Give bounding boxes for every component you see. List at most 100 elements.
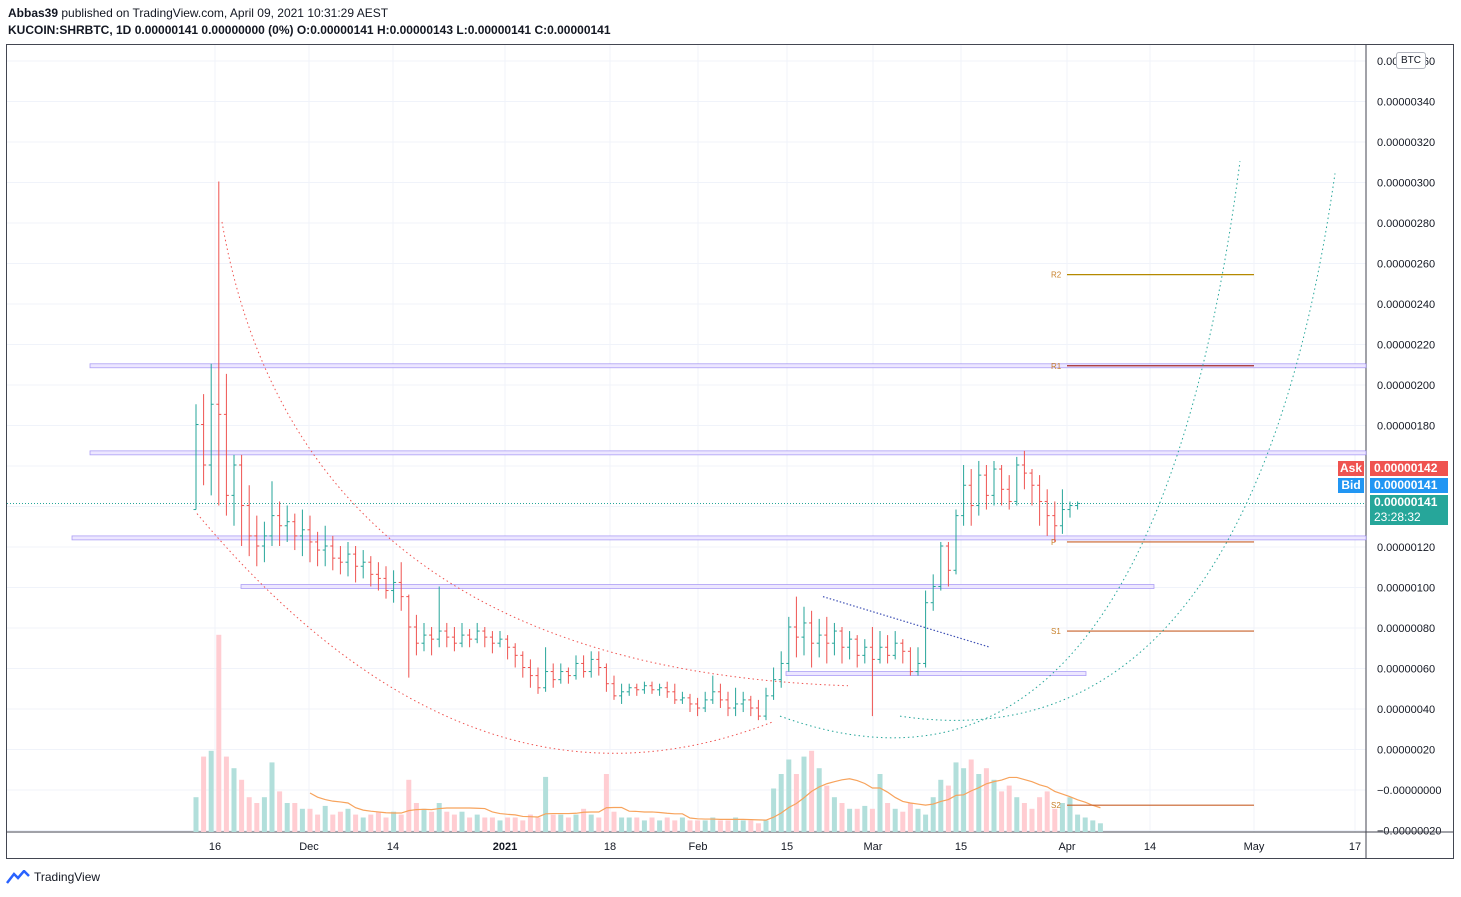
volume-bar (284, 803, 290, 832)
volume-bar (679, 817, 685, 832)
chart-frame[interactable] (6, 44, 1454, 859)
volume-ma-line (309, 776, 1101, 821)
volume-bar (482, 817, 488, 832)
tradingview-logo[interactable]: TradingView (6, 870, 100, 884)
volume-bar (885, 803, 891, 832)
volume-bar (748, 820, 754, 832)
volume-bar (945, 785, 951, 832)
volume-bar (1014, 797, 1020, 832)
volume-bar (923, 814, 929, 832)
parabola-curve-outer (899, 173, 1336, 721)
volume-bar (543, 776, 549, 832)
x-tick-label: 15 (781, 841, 793, 853)
bid-value: 0.00000141 (1370, 478, 1448, 493)
volume-bar (201, 756, 207, 832)
volume-bar (930, 797, 936, 832)
volume-bar (398, 814, 404, 832)
y-tick-label: −0.00000000 (1377, 785, 1442, 797)
volume-bar (664, 817, 670, 832)
y-tick-label: 0.00000300 (1377, 178, 1435, 190)
y-tick-label: 0.00000060 (1377, 664, 1435, 676)
quote-change: 0.00000141 0.00000000 (0%) (134, 23, 294, 37)
volume-bar (429, 811, 435, 832)
volume-bar (968, 759, 974, 832)
arc-curve-upper (221, 221, 849, 687)
volume-bar (1052, 808, 1058, 832)
pivot-label: R1 (1051, 362, 1062, 371)
volume-bar (421, 808, 427, 832)
volume-bar (406, 779, 412, 832)
y-tick-label: 0.00000080 (1377, 623, 1435, 635)
volume-bar (717, 820, 723, 832)
ask-label: Ask (1338, 461, 1364, 476)
author-name[interactable]: Abbas39 (8, 6, 59, 20)
volume-bar (246, 797, 252, 832)
volume-bar (611, 811, 617, 832)
volume-bar (307, 808, 313, 832)
volume-bar (938, 779, 944, 832)
y-tick-label: 0.00000220 (1377, 340, 1435, 352)
volume-bar (345, 808, 351, 832)
last-price-value: 0.00000141 (1370, 495, 1448, 510)
sr-zone (240, 584, 1155, 589)
volume-bar (337, 811, 343, 832)
volume-bar (223, 756, 229, 832)
y-tick-label: 0.00000100 (1377, 583, 1435, 595)
volume-bar (208, 750, 214, 832)
volume-bar (588, 814, 594, 832)
volume-bar (315, 814, 321, 832)
volume-bar (961, 768, 967, 832)
volume-bar (497, 820, 503, 832)
volume-bar (558, 814, 564, 832)
volume-bar (953, 762, 959, 832)
volume-bar (619, 817, 625, 832)
volume-bar (489, 817, 495, 832)
open-label: O: (296, 23, 311, 37)
volume-bar (193, 797, 199, 832)
volume-bar (1067, 797, 1073, 832)
open-value: 0.00000141 (310, 23, 374, 37)
y-tick-label: 0.00000320 (1377, 137, 1435, 149)
y-tick-label: 0.00000040 (1377, 704, 1435, 716)
x-tick-label: 14 (1144, 841, 1156, 853)
parabola-curve-inner (779, 161, 1241, 739)
x-tick-label: Apr (1058, 841, 1075, 853)
publish-info: Abbas39 published on TradingView.com, Ap… (8, 6, 388, 20)
volume-bar (1044, 791, 1050, 832)
x-tick-label: 18 (604, 841, 616, 853)
volume-bar (269, 762, 275, 832)
volume-bar (877, 774, 883, 832)
bar-countdown: 23:28:32 (1370, 510, 1448, 525)
volume-bar (862, 805, 868, 832)
volume-bar (900, 811, 906, 832)
volume-bar (277, 791, 283, 832)
volume-bar (733, 817, 739, 832)
volume-bar (915, 808, 921, 832)
volume-bar (383, 817, 389, 832)
volume-bar (451, 814, 457, 832)
x-tick-label: 14 (387, 841, 399, 853)
currency-badge[interactable]: BTC (1396, 52, 1426, 69)
volume-bar (239, 779, 245, 832)
volume-bar (1006, 785, 1012, 832)
ask-value: 0.00000142 (1370, 461, 1448, 476)
volume-bar (512, 817, 518, 832)
volume-bar (520, 820, 526, 832)
x-tick-label: Dec (299, 841, 319, 853)
volume-bar (1021, 803, 1027, 832)
symbol-label: KUCOIN:SHRBTC, 1D (8, 23, 132, 37)
close-label: C: (534, 23, 548, 37)
volume-bar (360, 817, 366, 832)
volume-bar (999, 791, 1005, 832)
y-tick-label: 0.00000200 (1377, 380, 1435, 392)
volume-bar (725, 820, 731, 832)
pivot-label: S2 (1051, 801, 1061, 810)
volume-bar (1059, 803, 1065, 832)
volume-bar (261, 797, 267, 832)
sr-zone (71, 535, 1367, 541)
volume-bar (740, 820, 746, 832)
y-tick-label: 0.00000120 (1377, 542, 1435, 554)
volume-bar (1090, 820, 1096, 832)
volume-bar (375, 811, 381, 832)
